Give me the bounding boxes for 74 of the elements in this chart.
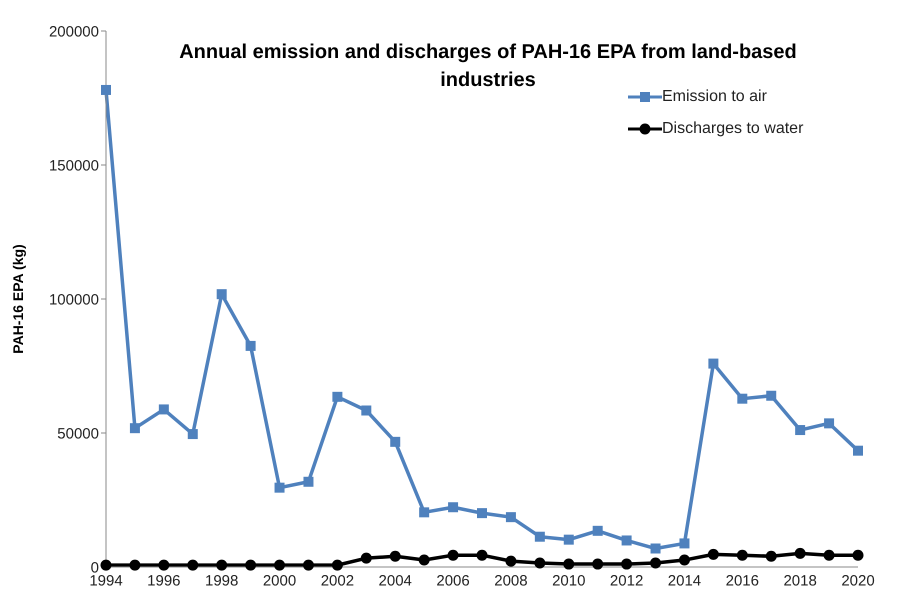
legend-label: Emission to air <box>662 88 767 106</box>
point <box>853 446 863 456</box>
point <box>534 532 545 542</box>
point <box>390 550 401 562</box>
point <box>477 508 487 518</box>
point <box>824 418 834 428</box>
point <box>794 548 806 559</box>
point <box>592 558 604 570</box>
point <box>332 392 342 402</box>
point <box>419 507 430 518</box>
y-tick-label: 150000 <box>48 157 99 174</box>
point <box>505 556 516 567</box>
point <box>158 560 170 571</box>
point <box>824 550 835 561</box>
point <box>274 482 285 493</box>
point <box>795 425 806 436</box>
point <box>158 404 169 414</box>
x-tick-label: 2020 <box>841 572 875 590</box>
point <box>650 557 662 568</box>
point <box>101 84 111 95</box>
point <box>418 554 430 566</box>
x-tick-label: 2002 <box>320 572 354 590</box>
point <box>564 534 574 545</box>
point <box>187 560 198 571</box>
x-tick-label: 1996 <box>147 572 181 590</box>
x-tick-label: 2018 <box>783 572 817 590</box>
point <box>130 423 140 434</box>
point <box>678 554 690 566</box>
point <box>622 535 632 546</box>
point <box>476 550 488 561</box>
point <box>766 550 777 562</box>
point <box>708 548 719 560</box>
point <box>188 429 198 440</box>
x-tick-label: 2008 <box>494 572 528 590</box>
point <box>390 436 400 447</box>
point <box>534 557 546 568</box>
point <box>360 552 372 564</box>
x-tick-label: 2012 <box>610 572 644 590</box>
point <box>563 558 574 570</box>
point <box>736 550 748 561</box>
y-tick-label: 200000 <box>48 23 99 40</box>
point <box>303 476 314 487</box>
legend-label: Discharges to water <box>662 120 804 138</box>
y-axis-title: PAH-16 EPA (kg) <box>10 244 26 354</box>
y-tick-label: 50000 <box>57 425 99 442</box>
point <box>216 560 228 571</box>
point <box>129 560 140 571</box>
point <box>506 512 516 522</box>
x-tick-label: 1998 <box>205 572 238 590</box>
point <box>448 502 458 512</box>
point <box>100 560 112 571</box>
y-tick-label: 100000 <box>48 291 99 308</box>
point <box>332 560 343 571</box>
x-tick-label: 2010 <box>552 572 586 590</box>
point <box>361 405 372 416</box>
point <box>216 289 227 300</box>
point <box>274 560 286 571</box>
x-tick-label: 2006 <box>436 572 470 590</box>
point <box>245 560 256 571</box>
x-tick-label: 2004 <box>378 572 412 590</box>
point <box>708 358 718 369</box>
point <box>852 550 864 561</box>
point <box>448 550 459 561</box>
x-tick-label: 2016 <box>726 572 759 590</box>
point <box>766 390 776 401</box>
point <box>621 558 632 570</box>
point <box>302 560 314 571</box>
point <box>650 544 661 554</box>
point <box>679 538 690 548</box>
x-tick-label: 2014 <box>668 572 702 590</box>
x-tick-label: 2000 <box>262 572 296 590</box>
point <box>246 340 256 351</box>
point <box>737 394 748 404</box>
point <box>592 526 603 536</box>
